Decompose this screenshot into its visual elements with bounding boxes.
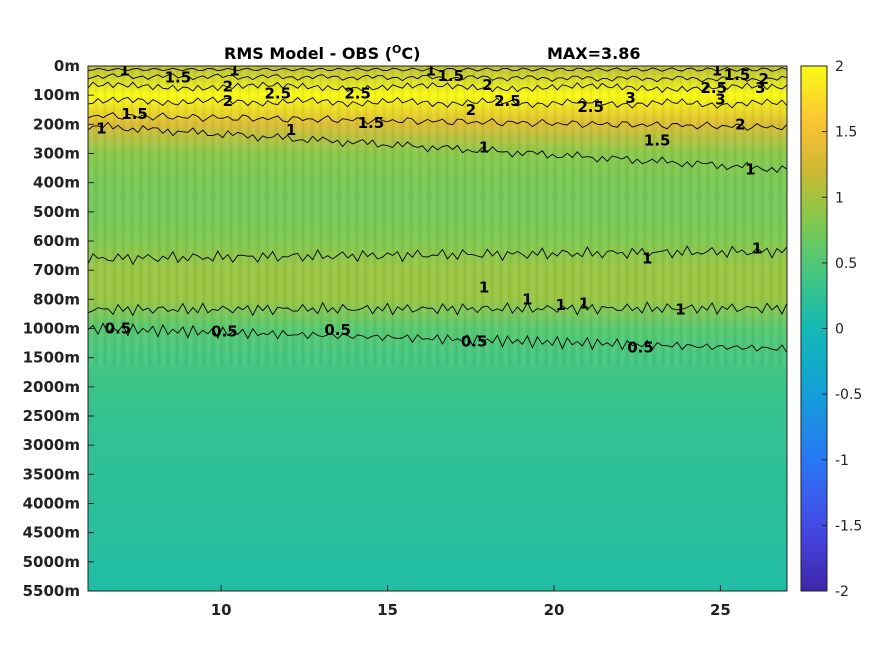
contour-label: 1 bbox=[642, 250, 652, 268]
y-tick-label: 1500m bbox=[23, 349, 80, 367]
contour-labels: 1 1.5 122 2.51.51 12.51.51 1.5 22 2.512.5 31.511… bbox=[96, 61, 769, 356]
contour-line bbox=[88, 112, 787, 131]
y-tick-label: 100m bbox=[33, 86, 80, 104]
contour-label: 3 bbox=[755, 79, 765, 97]
contour-label: 1.5 bbox=[358, 114, 385, 132]
y-axis-ticks: 0m 100m 200m 300m 400m 500m 600m 700m 800m 1000m 1… bbox=[23, 57, 94, 600]
contour-line bbox=[88, 73, 787, 83]
contour-label: 1 bbox=[119, 61, 129, 79]
contour-label: 1.5 bbox=[724, 66, 751, 84]
contour-label: 2.5 bbox=[700, 79, 727, 97]
x-tick-label: 10 bbox=[211, 601, 232, 619]
x-axis-ticks: 10 15 20 25 bbox=[211, 585, 731, 619]
y-tick-label: 1000m bbox=[23, 320, 80, 338]
y-tick-label: 2500m bbox=[23, 407, 80, 425]
contour-label: 2.5 bbox=[577, 98, 604, 116]
contour-label: 2 bbox=[482, 76, 492, 94]
contour-label: 1.5 bbox=[121, 105, 148, 123]
contour-label: 0.5 bbox=[105, 320, 132, 338]
y-tick-label: 800m bbox=[33, 290, 80, 308]
colorbar-tick-label: -1 bbox=[835, 453, 849, 469]
contour-lines bbox=[88, 67, 787, 354]
x-tick-label: 15 bbox=[377, 601, 398, 619]
contour-label: 1.5 bbox=[644, 131, 671, 149]
y-tick-label: 600m bbox=[33, 232, 80, 250]
contour-label: 2 bbox=[223, 92, 233, 110]
y-tick-label: 300m bbox=[33, 145, 80, 163]
contour-label: 0.5 bbox=[461, 333, 488, 351]
contour-line bbox=[88, 67, 787, 72]
y-tick-label: 5500m bbox=[23, 582, 80, 600]
contour-line bbox=[88, 322, 787, 354]
colorbar: 2 1.5 1 0.5 0 -0.5 -1 -1.5 -2 bbox=[800, 59, 862, 600]
contour-label: 1 bbox=[479, 139, 489, 157]
x-tick-label: 20 bbox=[544, 601, 565, 619]
contour-label: 0.5 bbox=[324, 321, 351, 339]
y-tick-label: 4500m bbox=[23, 524, 80, 542]
colorbar-ticks: 2 1.5 1 0.5 0 -0.5 -1 -1.5 -2 bbox=[822, 59, 862, 600]
contour-label: 3 bbox=[625, 89, 635, 107]
contour-label: 2 bbox=[758, 70, 768, 88]
x-tick-label: 25 bbox=[710, 601, 731, 619]
colorbar-tick-label: 1.5 bbox=[835, 125, 857, 141]
colorbar-tick-label: 1 bbox=[835, 190, 844, 206]
contour-label: 1 bbox=[675, 301, 685, 319]
plot-area: 1 1.5 122 2.51.51 12.51.51 1.5 22 2.512.5 31.511… bbox=[88, 61, 787, 591]
y-tick-label: 2000m bbox=[23, 378, 80, 396]
contour-label: 3 bbox=[715, 91, 725, 109]
y-tick-label: 3000m bbox=[23, 436, 80, 454]
contour-label: 1.5 bbox=[438, 67, 465, 85]
colorbar-tick-label: 0.5 bbox=[835, 256, 857, 272]
heatmap-streaks bbox=[88, 66, 787, 366]
contour-label: 1 bbox=[752, 239, 762, 257]
contour-label: 1 bbox=[745, 161, 755, 179]
y-tick-label: 3500m bbox=[23, 465, 80, 483]
y-tick-label: 5000m bbox=[23, 553, 80, 571]
contour-label: 1 bbox=[522, 290, 532, 308]
contour-line bbox=[88, 245, 787, 266]
contour-label: 2 bbox=[466, 101, 476, 119]
y-tick-label: 200m bbox=[33, 115, 80, 133]
contour-label: 2 bbox=[735, 115, 745, 133]
y-tick-label: 0m bbox=[54, 57, 80, 75]
contour-label: 1 bbox=[286, 121, 296, 139]
contour-label: 2 bbox=[223, 77, 233, 95]
contour-label: 0.5 bbox=[627, 338, 654, 356]
contour-line bbox=[88, 96, 787, 109]
colorbar-tick-label: -2 bbox=[835, 584, 849, 600]
y-tick-label: 700m bbox=[33, 261, 80, 279]
contour-label: 2.5 bbox=[264, 85, 291, 103]
contour-label: 1 bbox=[579, 295, 589, 313]
contour-label: 1 bbox=[229, 61, 239, 79]
contour-line bbox=[88, 121, 787, 174]
contour-label: 1 bbox=[479, 279, 489, 297]
contour-label: 1.5 bbox=[165, 69, 192, 87]
chart-title: RMS Model - OBS (OC) bbox=[224, 43, 420, 63]
contour-label: 2.5 bbox=[344, 85, 371, 103]
contour-label: 2.5 bbox=[494, 92, 521, 110]
y-tick-label: 400m bbox=[33, 174, 80, 192]
colorbar-tick-label: -1.5 bbox=[835, 518, 862, 534]
max-label: MAX=3.86 bbox=[547, 44, 641, 63]
y-tick-label: 500m bbox=[33, 203, 80, 221]
colorbar-tick-label: -0.5 bbox=[835, 387, 862, 403]
contour-line bbox=[88, 301, 787, 317]
contour-label: 1 bbox=[426, 61, 436, 79]
y-tick-label: 4000m bbox=[23, 495, 80, 513]
colorbar-tick-label: 0 bbox=[835, 322, 844, 338]
contour-line bbox=[88, 81, 787, 93]
contour-label: 1 bbox=[96, 120, 106, 138]
contour-label: 0.5 bbox=[211, 322, 238, 340]
contour-label: 1 bbox=[712, 61, 722, 79]
colorbar-tick-label: 2 bbox=[835, 59, 844, 75]
contour-label: 1 bbox=[555, 296, 565, 314]
